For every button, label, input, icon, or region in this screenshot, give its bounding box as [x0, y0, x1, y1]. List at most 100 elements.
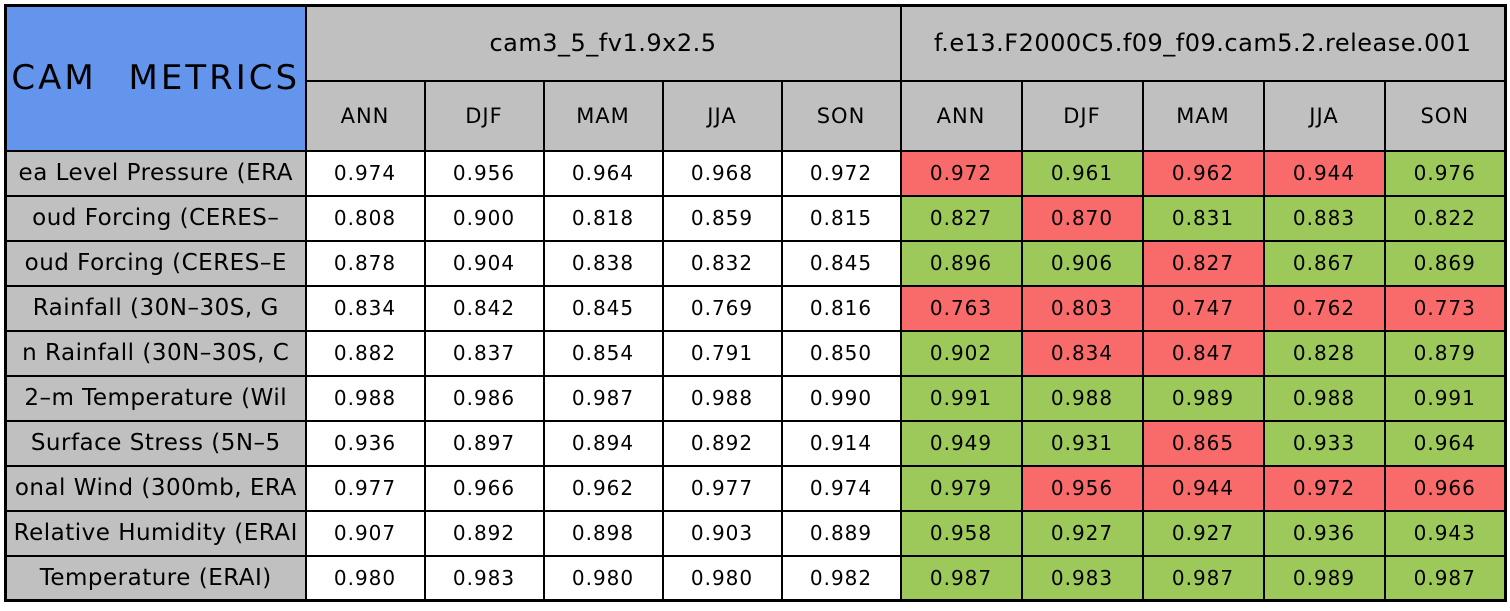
season-header-jja: JJA	[661, 79, 783, 152]
table-row: Surface Stress (5N–5 0.936 0.897 0.894 0.892…	[4, 419, 1507, 467]
table-row: oud Forcing (CERES– 0.808 0.900 0.818 0.859 0…	[4, 194, 1507, 242]
season-header-ann: ANN	[304, 79, 426, 152]
metric-value-cell: 0.878	[304, 239, 426, 287]
season-header-ann: ANN	[899, 79, 1023, 152]
metric-value-cell: 0.989	[1262, 554, 1386, 602]
metric-value-cell: 0.832	[661, 239, 783, 287]
metric-value-cell: 0.889	[780, 509, 902, 557]
metric-value-cell: 0.936	[1262, 509, 1386, 557]
metric-value-cell: 0.900	[423, 194, 545, 242]
season-header-son: SON	[780, 79, 902, 152]
table-row: onal Wind (300mb, ERA 0.977 0.966 0.962 0.97…	[4, 464, 1507, 512]
season-header-jja: JJA	[1262, 79, 1386, 152]
metric-value-cell: 0.822	[1383, 194, 1507, 242]
metric-value-cell: 0.986	[423, 374, 545, 422]
row-label: Surface Stress (5N–5	[4, 419, 307, 467]
metric-value-cell: 0.988	[304, 374, 426, 422]
metric-value-cell: 0.961	[1020, 149, 1144, 197]
metric-value-cell: 0.979	[899, 464, 1023, 512]
metric-value-cell: 0.987	[1141, 554, 1265, 602]
metric-value-cell: 0.847	[1141, 329, 1265, 377]
metric-value-cell: 0.907	[304, 509, 426, 557]
metric-value-cell: 0.956	[1020, 464, 1144, 512]
row-label: oud Forcing (CERES–	[4, 194, 307, 242]
metric-value-cell: 0.974	[304, 149, 426, 197]
metric-value-cell: 0.977	[661, 464, 783, 512]
metric-value-cell: 0.991	[1383, 374, 1507, 422]
metric-value-cell: 0.834	[304, 284, 426, 332]
metric-value-cell: 0.827	[899, 194, 1023, 242]
metric-value-cell: 0.972	[899, 149, 1023, 197]
metric-value-cell: 0.828	[1262, 329, 1386, 377]
metric-value-cell: 0.837	[423, 329, 545, 377]
metric-value-cell: 0.869	[1383, 239, 1507, 287]
metric-value-cell: 0.827	[1141, 239, 1265, 287]
metric-value-cell: 0.990	[780, 374, 902, 422]
row-label: n Rainfall (30N–30S, C	[4, 329, 307, 377]
metric-value-cell: 0.987	[542, 374, 664, 422]
metric-value-cell: 0.974	[780, 464, 902, 512]
metric-value-cell: 0.854	[542, 329, 664, 377]
row-label: 2–m Temperature (Wil	[4, 374, 307, 422]
metric-value-cell: 0.914	[780, 419, 902, 467]
table-row: ea Level Pressure (ERA 0.974 0.956 0.964 0.9…	[4, 149, 1507, 197]
metric-value-cell: 0.906	[1020, 239, 1144, 287]
metric-value-cell: 0.850	[780, 329, 902, 377]
metric-value-cell: 0.831	[1141, 194, 1265, 242]
season-header-row: ANN DJF MAM JJA SON ANN DJF MAM JJA SON	[6, 79, 1507, 152]
metric-value-cell: 0.763	[899, 284, 1023, 332]
metric-value-cell: 0.989	[1141, 374, 1265, 422]
metric-value-cell: 0.972	[780, 149, 902, 197]
metric-value-cell: 0.987	[1383, 554, 1507, 602]
model-run-header-cam3: cam3_5_fv1.9x2.5	[304, 4, 902, 82]
metric-value-cell: 0.980	[304, 554, 426, 602]
cam-metrics-table-wrap: CAM METRICS cam3_5_fv1.9x2.5 f.e13.F2000…	[4, 4, 1507, 602]
metric-value-cell: 0.991	[899, 374, 1023, 422]
metric-value-cell: 0.943	[1383, 509, 1507, 557]
metric-value-cell: 0.988	[1262, 374, 1386, 422]
metric-value-cell: 0.936	[304, 419, 426, 467]
metric-value-cell: 0.842	[423, 284, 545, 332]
metric-value-cell: 0.769	[661, 284, 783, 332]
metric-value-cell: 0.791	[661, 329, 783, 377]
table-body: ea Level Pressure (ERA 0.974 0.956 0.964 0.9…	[4, 149, 1507, 602]
cam-metrics-table: CAM METRICS cam3_5_fv1.9x2.5 f.e13.F2000…	[4, 4, 1507, 602]
metric-value-cell: 0.816	[780, 284, 902, 332]
model-run-header-cam5: f.e13.F2000C5.f09_f09.cam5.2.release.001	[899, 4, 1507, 82]
metric-value-cell: 0.834	[1020, 329, 1144, 377]
metric-value-cell: 0.927	[1141, 509, 1265, 557]
metric-value-cell: 0.818	[542, 194, 664, 242]
table-row: Rainfall (30N–30S, G 0.834 0.842 0.845 0.769…	[4, 284, 1507, 332]
season-header-son: SON	[1383, 79, 1507, 152]
metric-value-cell: 0.808	[304, 194, 426, 242]
season-header-mam: MAM	[1141, 79, 1265, 152]
metric-value-cell: 0.865	[1141, 419, 1265, 467]
metric-value-cell: 0.898	[542, 509, 664, 557]
table-row: 2–m Temperature (Wil 0.988 0.986 0.987 0.988…	[4, 374, 1507, 422]
metric-value-cell: 0.747	[1141, 284, 1265, 332]
metric-value-cell: 0.883	[1262, 194, 1386, 242]
metric-value-cell: 0.988	[1020, 374, 1144, 422]
metric-value-cell: 0.983	[423, 554, 545, 602]
metric-value-cell: 0.892	[661, 419, 783, 467]
metric-value-cell: 0.980	[542, 554, 664, 602]
metric-value-cell: 0.962	[542, 464, 664, 512]
metric-value-cell: 0.933	[1262, 419, 1386, 467]
metric-value-cell: 0.904	[423, 239, 545, 287]
row-label: onal Wind (300mb, ERA	[4, 464, 307, 512]
metric-value-cell: 0.838	[542, 239, 664, 287]
metric-value-cell: 0.773	[1383, 284, 1507, 332]
metric-value-cell: 0.956	[423, 149, 545, 197]
metric-value-cell: 0.964	[542, 149, 664, 197]
metric-value-cell: 0.987	[899, 554, 1023, 602]
metric-value-cell: 0.867	[1262, 239, 1386, 287]
metric-value-cell: 0.897	[423, 419, 545, 467]
metric-value-cell: 0.962	[1141, 149, 1265, 197]
metric-value-cell: 0.894	[542, 419, 664, 467]
metric-value-cell: 0.977	[304, 464, 426, 512]
table-row: n Rainfall (30N–30S, C 0.882 0.837 0.854 0.7…	[4, 329, 1507, 377]
row-label: Relative Humidity (ERAI	[4, 509, 307, 557]
metric-value-cell: 0.982	[780, 554, 902, 602]
table-row: Temperature (ERAI) 0.980 0.983 0.980 0.980 0.…	[4, 554, 1507, 602]
metric-value-cell: 0.870	[1020, 194, 1144, 242]
